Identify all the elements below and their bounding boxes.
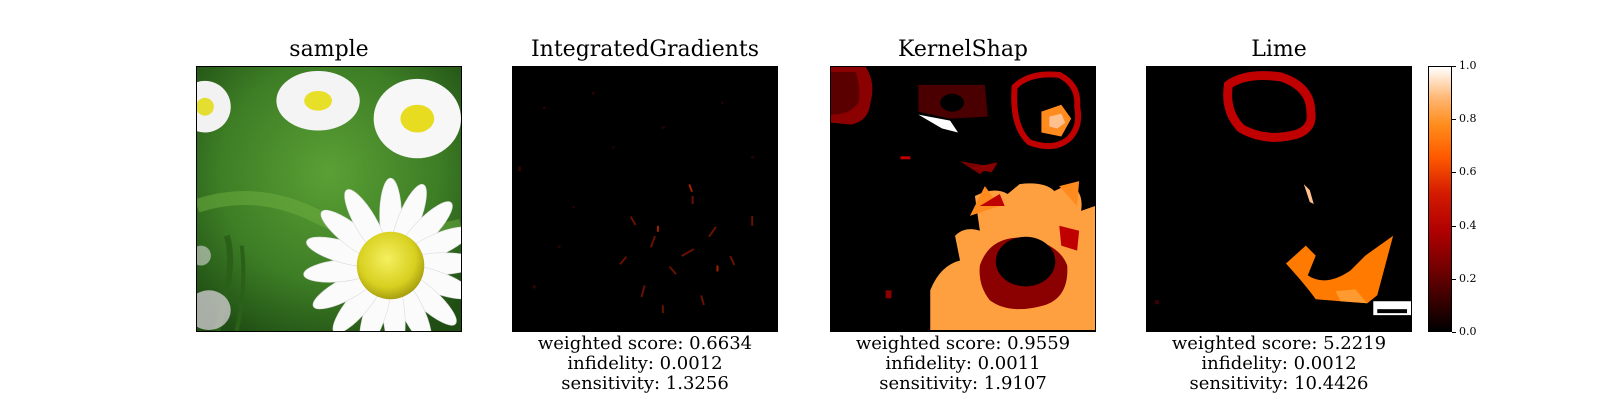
panel-title-sample: sample [289,37,369,62]
weighted-score-label: weighted score: 0.6634 [537,333,753,354]
panel-title-integrated-gradients: IntegratedGradients [530,37,760,62]
colorbar-tick: 1.0 [1452,60,1477,72]
panel-title-lime: Lime [1251,37,1307,62]
sensitivity-label: sensitivity: 1.9107 [879,373,1047,394]
integrated-gradients-heatmap [512,66,778,332]
kernelshap-heatmap [830,66,1096,332]
sensitivity-label: sensitivity: 1.3256 [561,373,729,394]
colorbar-tick: 0.4 [1452,220,1477,232]
sensitivity-label: sensitivity: 10.4426 [1189,373,1369,394]
colorbar-tick: 0.0 [1452,326,1477,338]
metrics-integrated-gradients: weighted score: 0.6634 infidelity: 0.001… [512,334,778,394]
lime-heatmap [1146,66,1412,332]
infidelity-label: infidelity: 0.0011 [885,353,1041,374]
infidelity-label: infidelity: 0.0012 [1201,353,1357,374]
infidelity-label: infidelity: 0.0012 [567,353,723,374]
weighted-score-label: weighted score: 0.9559 [855,333,1071,354]
sample-image [196,66,462,332]
panel-title-kernelshap: KernelShap [897,37,1029,62]
metrics-kernelshap: weighted score: 0.9559 infidelity: 0.001… [830,334,1096,394]
weighted-score-label: weighted score: 5.2219 [1171,333,1387,354]
colorbar [1428,66,1452,332]
colorbar-tick: 0.6 [1452,166,1477,178]
metrics-lime: weighted score: 5.2219 infidelity: 0.001… [1146,334,1412,394]
colorbar-tick: 0.8 [1452,113,1477,125]
colorbar-tick: 0.2 [1452,273,1477,285]
